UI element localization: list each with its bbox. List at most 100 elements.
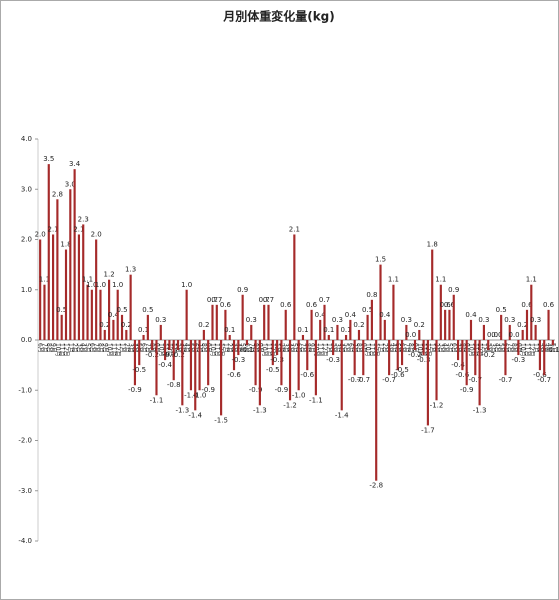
data-label: -0.4 xyxy=(158,361,172,369)
bar xyxy=(310,309,313,340)
data-label: 2.1 xyxy=(289,225,300,233)
bar xyxy=(538,340,541,371)
x-tick-label: 10月 xyxy=(106,343,113,357)
data-label: 0.6 xyxy=(543,301,555,309)
x-tick-label: 8月 xyxy=(355,343,362,353)
x-tick-label: 1月 xyxy=(480,343,487,353)
bar xyxy=(172,340,175,381)
bar xyxy=(103,329,106,340)
data-label: 1.1 xyxy=(82,276,93,284)
bar xyxy=(465,340,468,386)
bar xyxy=(375,340,378,481)
data-label: -1.0 xyxy=(193,391,207,399)
bar xyxy=(176,340,180,351)
y-tick-label: -2.0 xyxy=(18,437,32,445)
x-tick-label: 6月 xyxy=(243,343,250,353)
bar xyxy=(138,340,141,366)
x-tick-label: 7月 xyxy=(403,343,410,353)
bar xyxy=(250,324,253,340)
bar xyxy=(327,334,330,340)
data-label: 1.2 xyxy=(104,271,115,279)
x-tick-label: 4月 xyxy=(80,343,87,353)
x-tick-label: 7月 xyxy=(93,343,100,353)
data-label: -0.7 xyxy=(348,376,362,384)
data-label: -0.3 xyxy=(232,356,246,364)
data-label: 0.3 xyxy=(478,316,489,324)
data-label: 0.0 xyxy=(491,331,502,339)
data-label: 0.3 xyxy=(332,316,343,324)
bar xyxy=(500,314,503,340)
bar xyxy=(396,340,399,371)
data-label: 0.0 xyxy=(405,331,416,339)
x-tick-label: 5月 xyxy=(291,343,298,353)
data-label: -1.3 xyxy=(175,406,189,414)
bar xyxy=(202,329,205,340)
data-label: 0.1 xyxy=(340,326,351,334)
y-tick-label: 2.0 xyxy=(21,236,32,244)
bar xyxy=(392,284,395,340)
data-label: 0.4 xyxy=(379,311,391,319)
data-label: -0.7 xyxy=(499,376,513,384)
data-label: 0.3 xyxy=(155,316,166,324)
data-label: 0.2 xyxy=(414,321,425,329)
data-label: -1.7 xyxy=(421,426,435,434)
bar xyxy=(534,324,537,340)
bar xyxy=(263,304,266,340)
data-label: -0.9 xyxy=(201,386,215,394)
data-label: 0.6 xyxy=(521,301,533,309)
bar xyxy=(116,289,119,340)
data-label: 3.0 xyxy=(65,180,76,188)
data-label: 0.5 xyxy=(56,306,67,314)
bar xyxy=(276,340,279,356)
bar xyxy=(189,340,193,391)
x-tick-label: 1月 xyxy=(119,343,126,353)
data-label: -0.9 xyxy=(275,386,289,394)
bar xyxy=(288,340,292,401)
x-tick-label: 10月 xyxy=(54,343,61,357)
x-tick-label: 7月 xyxy=(506,343,513,353)
x-tick-label: 10月 xyxy=(467,343,474,357)
data-label: 0.6 xyxy=(220,301,232,309)
data-label: 0.3 xyxy=(246,316,257,324)
bar xyxy=(474,340,477,376)
bar xyxy=(487,340,490,351)
bar xyxy=(267,304,270,340)
bar xyxy=(108,279,111,340)
data-label: -0.3 xyxy=(270,356,284,364)
x-tick-label: 5月 xyxy=(446,343,453,353)
data-label: -2.8 xyxy=(369,482,383,490)
data-label: 1.1 xyxy=(39,276,50,284)
data-label: -0.6 xyxy=(227,371,241,379)
bar xyxy=(525,309,529,340)
x-tick-label: 4月 xyxy=(442,343,449,353)
bar xyxy=(125,329,128,340)
x-tick-label: 3月 xyxy=(437,343,444,353)
bar xyxy=(482,324,485,340)
x-tick-label: 9月 xyxy=(101,343,108,353)
bar xyxy=(245,340,249,346)
bar xyxy=(151,340,154,351)
data-label: -0.1 xyxy=(546,346,559,354)
data-label: -0.6 xyxy=(391,371,405,379)
data-label: 1.1 xyxy=(388,276,399,284)
x-tick-label: 6月 xyxy=(37,343,44,353)
data-label: 1.8 xyxy=(427,241,438,249)
x-tick-label: 7月 xyxy=(248,343,255,353)
bar xyxy=(323,304,326,340)
bar xyxy=(319,319,322,340)
x-tick-label: 12月 xyxy=(321,343,328,357)
chart-title: 月別体重変化量(kg) xyxy=(222,9,335,24)
x-tick-label: 1月 xyxy=(325,343,332,353)
bar xyxy=(164,340,167,361)
data-label: 0.5 xyxy=(496,306,507,314)
bar xyxy=(521,329,524,340)
data-label: 0.2 xyxy=(121,321,132,329)
bar xyxy=(551,340,554,346)
data-label: 2.0 xyxy=(91,231,102,239)
bar xyxy=(237,340,240,356)
x-tick-label: 4月 xyxy=(390,343,397,353)
bar xyxy=(43,284,46,340)
data-label: 0.4 xyxy=(345,311,357,319)
data-label: 2.1 xyxy=(73,225,84,233)
bar xyxy=(388,340,391,376)
